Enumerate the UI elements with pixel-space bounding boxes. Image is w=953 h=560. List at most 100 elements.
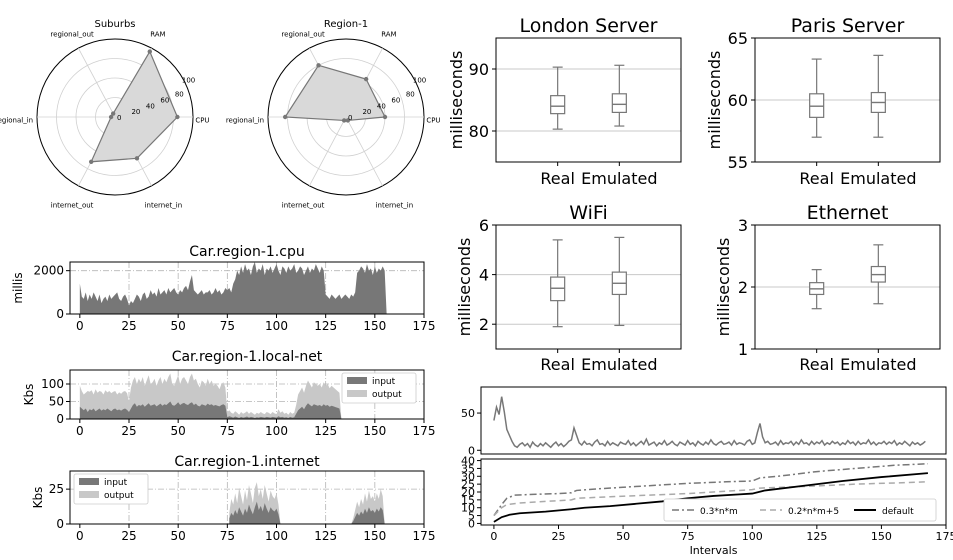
- area-xtick-label: 0: [76, 529, 84, 543]
- radar-rtick: 60: [391, 96, 400, 104]
- box-title: WiFi: [569, 202, 607, 224]
- line-xtick-label: 125: [806, 530, 827, 543]
- box-ylabel: milliseconds: [455, 238, 474, 337]
- area-title: Car.region-1.local-net: [172, 349, 323, 365]
- legend-label: input: [372, 377, 396, 387]
- radar-point: [363, 76, 369, 82]
- line-ytick-label: 15: [461, 494, 475, 507]
- area-legend: input output: [341, 372, 417, 404]
- box-emulated: [611, 64, 627, 127]
- line-ytick-label: 20: [461, 486, 475, 499]
- box-ytick-label: 60: [728, 91, 748, 110]
- area-localnet: 0 25 50 75 100 125 150 175 0 50 100 Car.region-1.lo…: [22, 349, 435, 438]
- radar-axis-label: CPU: [195, 116, 209, 124]
- area-ylabel: Kbs: [22, 384, 36, 406]
- area-ytick-label: 50: [49, 395, 64, 409]
- box-xtick-label: Emulated: [840, 169, 916, 188]
- area-xtick-label: 50: [171, 319, 186, 333]
- area-internet: 0 25 50 75 100 125 150 175 0 25 Car.region-1.inter…: [31, 454, 435, 543]
- area-xtick-label: 125: [314, 319, 337, 333]
- line-xtick-label: 150: [871, 530, 892, 543]
- radar-point: [382, 114, 388, 120]
- box-ytick-label: 2: [479, 315, 489, 334]
- line-xtick-label: 75: [681, 530, 695, 543]
- legend-label: output: [372, 390, 402, 400]
- area-xtick-label: 75: [220, 319, 235, 333]
- legend-swatch: [79, 491, 99, 498]
- box-title: London Server: [520, 15, 658, 37]
- line-ytick-label: 0: [468, 444, 475, 457]
- radar-point: [108, 114, 114, 120]
- box-ytick-label: 90: [469, 60, 489, 79]
- line-frame: [480, 386, 947, 455]
- area-ytick-label: 0: [56, 517, 64, 531]
- radar-region1: Region-1 0 20 40 60 80 100 RAM regional_outregio…: [226, 19, 441, 209]
- radar-rtick: 100: [182, 76, 195, 84]
- area-xtick-label: 150: [363, 529, 386, 543]
- radar-title: Suburbs: [94, 19, 135, 30]
- box-real: [550, 239, 566, 328]
- radar-suburbs: Suburbs 0 20 40 60 80 100 RAM regional_outregion…: [0, 19, 210, 209]
- box-emulated: [870, 54, 886, 138]
- line-series-0-3-n-m: [493, 462, 928, 517]
- line-ytick-label: 5: [468, 510, 475, 523]
- box-ytick-label: 55: [728, 153, 748, 172]
- radar-rtick: 60: [160, 96, 169, 104]
- box-ethernet: 1 2 3 Real Emulated Ethernet milliseconds: [714, 202, 941, 374]
- box-xtick-label: Emulated: [581, 355, 657, 374]
- area-frame: [69, 369, 425, 420]
- box-ytick-label: 1: [738, 340, 748, 359]
- area-ytick-label: 25: [49, 482, 64, 496]
- legend-swatch: [347, 390, 367, 397]
- radar-axis-label: regional_in: [226, 116, 264, 124]
- box-ytick-label: 3: [738, 216, 748, 235]
- area-ytick-label: 100: [41, 377, 64, 391]
- area-xtick-label: 25: [121, 424, 136, 438]
- radar-rtick: 20: [131, 108, 140, 116]
- line-ytick-label: 10: [461, 502, 475, 515]
- line-xlabel: Intervals: [690, 544, 738, 557]
- legend-label: default: [882, 507, 914, 517]
- area-xtick-label: 100: [265, 319, 288, 333]
- box-ytick-label: 2: [738, 278, 748, 297]
- box-body: [611, 93, 627, 114]
- box-ytick-label: 65: [728, 29, 748, 48]
- area-xtick-label: 25: [121, 319, 136, 333]
- radar-spoke: [345, 116, 383, 187]
- box-ylabel: milliseconds: [705, 51, 724, 150]
- area-xtick-label: 25: [121, 529, 136, 543]
- box-xtick-label: Real: [799, 355, 834, 374]
- box-ytick-label: 80: [469, 122, 489, 141]
- area-title: Car.region-1.cpu: [189, 244, 304, 260]
- box-ytick-label: 6: [479, 216, 489, 235]
- area-xtick-label: 0: [76, 319, 84, 333]
- box-real: [809, 58, 825, 138]
- radar-point: [282, 114, 288, 120]
- radar-axis-label: regional_out: [281, 31, 325, 39]
- box-london: 80 90 Real Emulated London Server millisecond…: [447, 15, 682, 188]
- area-xtick-label: 150: [363, 424, 386, 438]
- radar-title: Region-1: [324, 19, 368, 30]
- box-ylabel: milliseconds: [714, 238, 733, 337]
- radar-spoke: [78, 47, 116, 118]
- box-real: [809, 269, 825, 310]
- line-xtick-label: 175: [936, 530, 953, 543]
- box-frame: [495, 224, 682, 350]
- radar-axis-label: internet_in: [145, 201, 183, 209]
- line-ytick-label: 25: [461, 478, 475, 491]
- area-frame: [69, 261, 425, 315]
- box-title: Ethernet: [807, 202, 889, 224]
- radar-axis-label: CPU: [426, 116, 440, 124]
- area-series: [79, 262, 387, 314]
- radar-point: [316, 63, 321, 68]
- radar-point: [110, 111, 116, 116]
- legend-label: output: [104, 491, 134, 501]
- radar-point: [147, 49, 152, 54]
- radar-axis-label: regional_out: [50, 31, 94, 39]
- area-xtick-label: 125: [314, 529, 337, 543]
- box-xtick-label: Real: [799, 169, 834, 188]
- radar-point: [175, 114, 180, 120]
- line-series-default: [493, 472, 928, 523]
- line-xtick-label: 100: [742, 530, 763, 543]
